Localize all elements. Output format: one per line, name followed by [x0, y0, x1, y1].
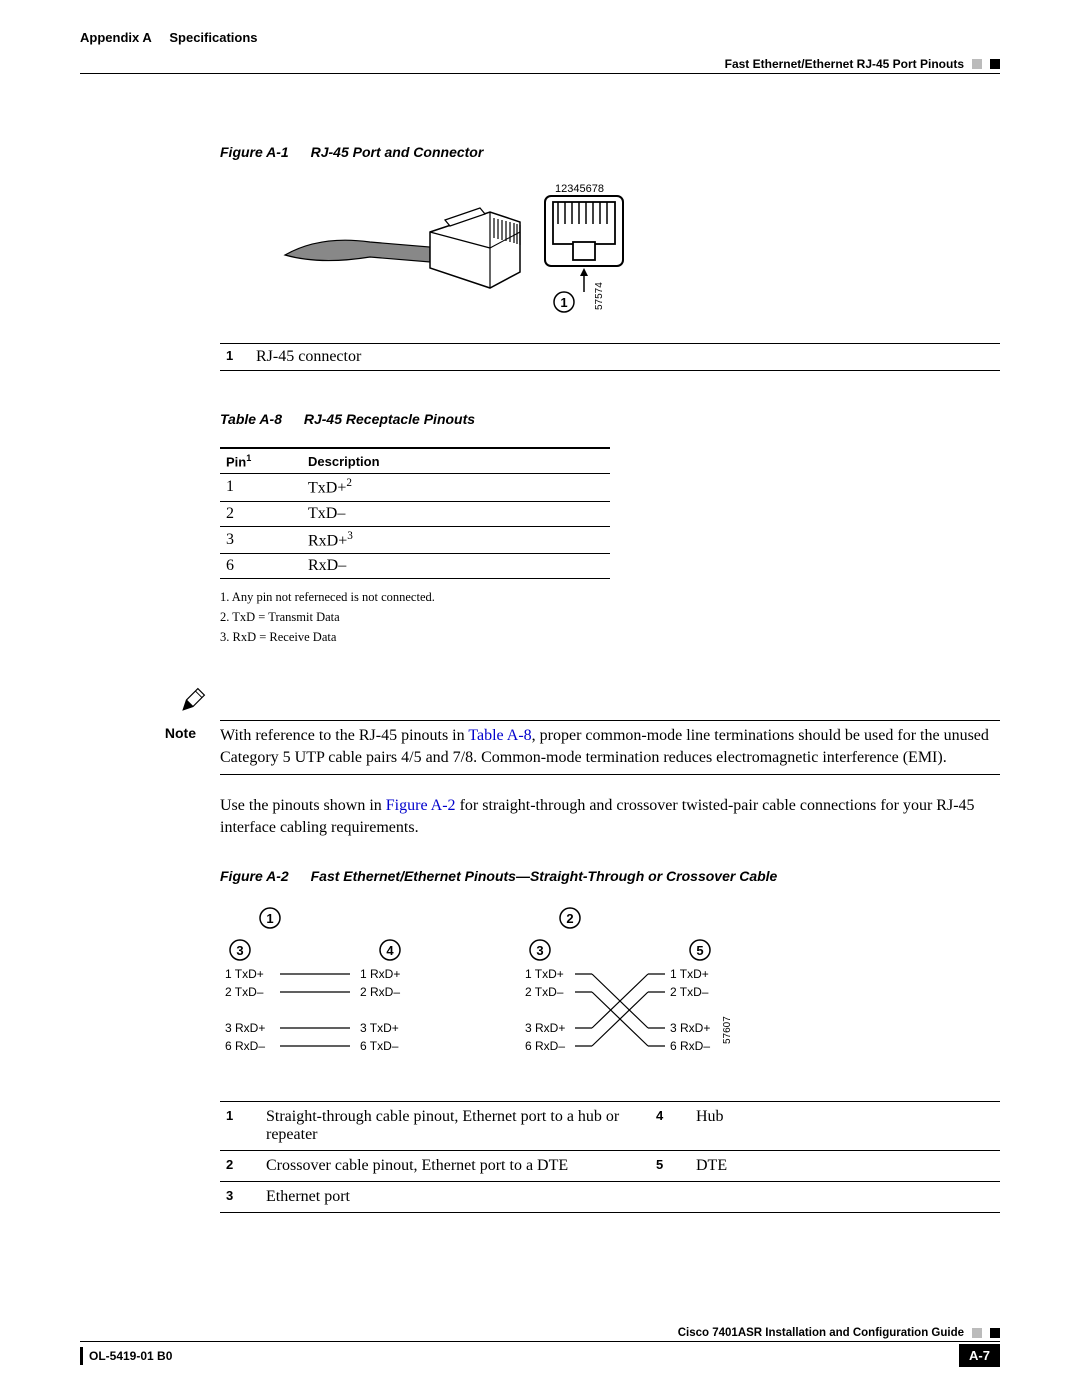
table-footnotes: 1. Any pin not referneced is not connect…	[220, 587, 1000, 647]
pencil-icon	[180, 687, 206, 713]
legend-desc-r: Hub	[690, 1102, 1000, 1151]
page-footer: Cisco 7401ASR Installation and Configura…	[80, 1327, 1000, 1367]
figure-a2-caption: Figure A-2 Fast Ethernet/Ethernet Pinout…	[220, 868, 1000, 884]
header-square-dark	[990, 59, 1000, 69]
figure-a2-diagram: 1 3 4 1 TxD+ 1 RxD+ 2 TxD– 2 RxD– 3 RxD+	[220, 904, 1000, 1089]
footer-square-dark	[990, 1328, 1000, 1338]
note-block: Note With reference to the RJ-45 pinouts…	[80, 687, 1000, 775]
pin-cell: 1	[220, 474, 302, 501]
pin-cell: 2	[220, 501, 302, 526]
svg-text:3 RxD+: 3 RxD+	[670, 1021, 710, 1035]
legend-num-r: 5	[650, 1151, 690, 1182]
figure-a1-legend: 1 RJ-45 connector	[220, 343, 1000, 371]
svg-text:5: 5	[696, 943, 703, 958]
pin-header: Pin1	[220, 448, 302, 474]
table-a8-caption: Table A-8 RJ-45 Receptacle Pinouts	[220, 411, 1000, 427]
legend-desc: Ethernet port	[260, 1182, 650, 1213]
footer-square-light	[972, 1328, 982, 1338]
svg-text:3 TxD+: 3 TxD+	[360, 1021, 399, 1035]
legend-num: 2	[220, 1151, 260, 1182]
pin-cell: 6	[220, 553, 302, 578]
pin-table: Pin1 Description 1TxD+22TxD–3RxD+36RxD–	[220, 447, 610, 579]
figure-a2-legend: 1Straight-through cable pinout, Ethernet…	[220, 1101, 1000, 1213]
legend-desc-r: DTE	[690, 1151, 1000, 1182]
header-right-text: Fast Ethernet/Ethernet RJ-45 Port Pinout…	[725, 57, 964, 71]
desc-header: Description	[302, 448, 610, 474]
legend-desc: Crossover cable pinout, Ethernet port to…	[260, 1151, 650, 1182]
svg-text:3: 3	[236, 943, 243, 958]
footnote-line: 2. TxD = Transmit Data	[220, 607, 1000, 627]
legend-desc: RJ-45 connector	[250, 344, 640, 371]
svg-text:1 TxD+: 1 TxD+	[670, 967, 709, 981]
legend-num-r	[650, 1182, 690, 1213]
svg-text:2 TxD–: 2 TxD–	[225, 985, 264, 999]
footer-rule	[80, 1341, 1000, 1342]
svg-text:2 TxD–: 2 TxD–	[670, 985, 709, 999]
desc-cell: TxD–	[302, 501, 610, 526]
footnote-line: 1. Any pin not referneced is not connect…	[220, 587, 1000, 607]
figure-a2-label: Figure A-2	[220, 868, 289, 884]
note-link[interactable]: Table A-8	[468, 727, 531, 744]
figure-a1-caption: Figure A-1 RJ-45 Port and Connector	[220, 144, 1000, 160]
para-link[interactable]: Figure A-2	[386, 797, 456, 814]
figure-a2-title: Fast Ethernet/Ethernet Pinouts—Straight-…	[311, 868, 778, 884]
note-label: Note	[80, 725, 196, 741]
figure-a1-refnum: 57574	[594, 282, 605, 310]
desc-cell: TxD+2	[302, 474, 610, 501]
svg-text:1 TxD+: 1 TxD+	[225, 967, 264, 981]
svg-text:4: 4	[386, 943, 394, 958]
figure-a1-title: RJ-45 Port and Connector	[311, 144, 484, 160]
page-header: Appendix A Specifications	[80, 30, 1000, 45]
header-left: Appendix A Specifications	[80, 30, 258, 45]
legend-desc-r	[670, 344, 1000, 371]
footnote-line: 3. RxD = Receive Data	[220, 627, 1000, 647]
legend-num-r: 4	[650, 1102, 690, 1151]
desc-cell: RxD–	[302, 553, 610, 578]
callout-1: 1	[560, 295, 567, 310]
note-top-rule	[220, 720, 1000, 721]
legend-desc-r	[690, 1182, 1000, 1213]
footer-bar-icon	[80, 1347, 83, 1365]
svg-text:1: 1	[266, 911, 273, 926]
note-text: With reference to the RJ-45 pinouts in T…	[220, 725, 1000, 768]
svg-text:1 RxD+: 1 RxD+	[360, 967, 400, 981]
svg-text:6 RxD–: 6 RxD–	[225, 1039, 265, 1053]
footer-guide: Cisco 7401ASR Installation and Configura…	[678, 1327, 964, 1339]
header-rule	[80, 73, 1000, 74]
page-number: A-7	[959, 1344, 1000, 1367]
svg-text:3 RxD+: 3 RxD+	[525, 1021, 565, 1035]
note-bottom-rule	[220, 774, 1000, 775]
body-paragraph: Use the pinouts shown in Figure A-2 for …	[220, 795, 1000, 838]
svg-text:2 RxD–: 2 RxD–	[360, 985, 400, 999]
svg-text:57607: 57607	[722, 1016, 733, 1044]
svg-text:1 TxD+: 1 TxD+	[525, 967, 564, 981]
desc-cell: RxD+3	[302, 526, 610, 553]
footer-doc: OL-5419-01 B0	[89, 1349, 172, 1363]
svg-text:2 TxD–: 2 TxD–	[525, 985, 564, 999]
svg-text:6 RxD–: 6 RxD–	[525, 1039, 565, 1053]
header-square-light	[972, 59, 982, 69]
pin-numbers: 12345678	[555, 183, 604, 195]
svg-text:6 TxD–: 6 TxD–	[360, 1039, 399, 1053]
section-title: Specifications	[169, 30, 257, 45]
legend-num: 1	[220, 344, 250, 371]
svg-text:2: 2	[566, 911, 573, 926]
figure-a1-illustration: 12345678	[280, 180, 1000, 335]
pin-cell: 3	[220, 526, 302, 553]
legend-num: 1	[220, 1102, 260, 1151]
figure-a1-label: Figure A-1	[220, 144, 289, 160]
svg-text:3: 3	[536, 943, 543, 958]
legend-num: 3	[220, 1182, 260, 1213]
legend-num-r	[640, 344, 670, 371]
legend-desc: Straight-through cable pinout, Ethernet …	[260, 1102, 650, 1151]
table-a8-title: RJ-45 Receptacle Pinouts	[304, 411, 475, 427]
svg-text:6 RxD–: 6 RxD–	[670, 1039, 710, 1053]
appendix-label: Appendix A	[80, 30, 151, 45]
svg-text:3 RxD+: 3 RxD+	[225, 1021, 265, 1035]
table-a8-label: Table A-8	[220, 411, 282, 427]
